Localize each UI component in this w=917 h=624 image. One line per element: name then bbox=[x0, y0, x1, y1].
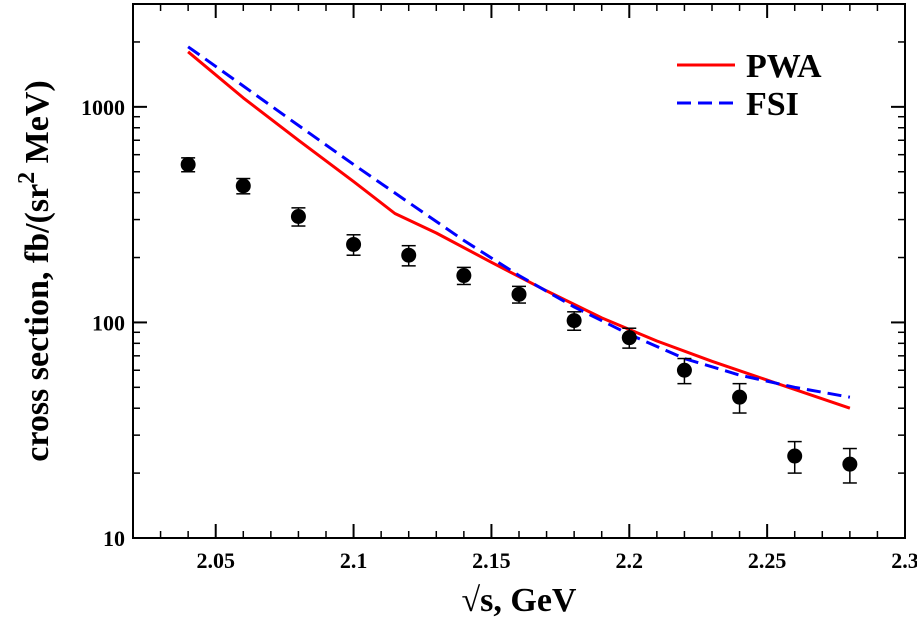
y-tick-label: 100 bbox=[92, 310, 125, 335]
series-line-fsi bbox=[187, 45, 851, 399]
data-point bbox=[401, 247, 417, 263]
axis-ticks: 2.05 2.1 2.15 2.2 2.25 2.3 10 100 1000 bbox=[81, 3, 917, 573]
data-point bbox=[732, 389, 748, 405]
x-tick-label: 2.05 bbox=[196, 548, 235, 573]
series-line-pwa bbox=[187, 50, 851, 410]
data-point bbox=[456, 268, 472, 284]
data-point bbox=[511, 286, 527, 302]
legend: PWA FSI bbox=[677, 48, 822, 123]
data-point bbox=[842, 456, 858, 472]
data-point bbox=[346, 236, 362, 252]
legend-label-pwa: PWA bbox=[746, 48, 822, 85]
y-axis-title: cross section, fb/(sr2 MeV) bbox=[14, 80, 56, 462]
legend-label-fsi: FSI bbox=[746, 86, 799, 123]
data-point bbox=[180, 157, 196, 173]
x-axis-title: √s, GeV bbox=[462, 582, 577, 619]
y-axis-title-sup: 2 bbox=[14, 172, 40, 184]
data-point bbox=[676, 362, 692, 378]
x-tick-label: 2.1 bbox=[340, 548, 368, 573]
data-point bbox=[621, 330, 637, 346]
y-axis-title-main: cross section, fb/(sr bbox=[19, 184, 56, 462]
x-tick-label: 2.3 bbox=[891, 548, 917, 573]
y-tick-label: 1000 bbox=[81, 95, 125, 120]
data-point bbox=[235, 178, 251, 194]
x-tick-label: 2.25 bbox=[748, 548, 787, 573]
x-tick-label: 2.2 bbox=[616, 548, 644, 573]
y-tick-label: 10 bbox=[103, 526, 125, 551]
data-point bbox=[290, 209, 306, 225]
series-layer bbox=[180, 45, 858, 484]
data-point bbox=[566, 313, 582, 329]
y-axis-title-end: MeV) bbox=[19, 80, 56, 172]
data-point bbox=[787, 448, 803, 464]
x-tick-label: 2.15 bbox=[472, 548, 511, 573]
